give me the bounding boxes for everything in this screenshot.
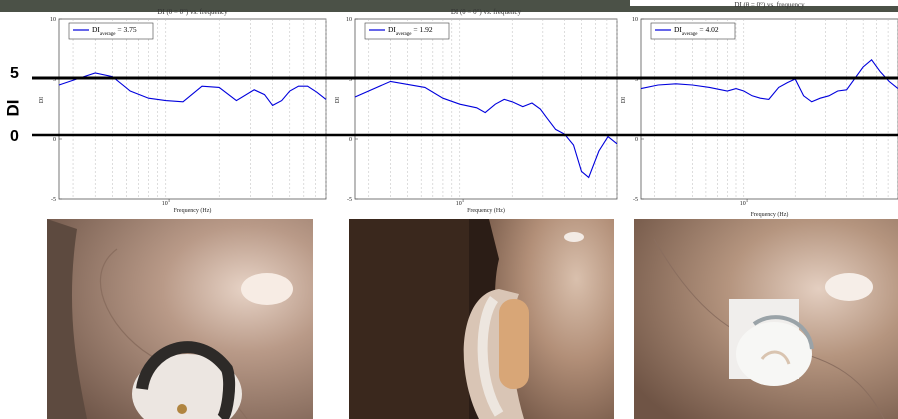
y-tick-label: -5 bbox=[51, 197, 56, 203]
y-tick-label: 0 bbox=[349, 137, 352, 143]
y-tick-label: 10 bbox=[632, 17, 638, 23]
photo-bte-hearing-aid bbox=[47, 219, 313, 419]
x-tick-label: 103 bbox=[740, 198, 748, 207]
plot-area bbox=[58, 18, 327, 200]
reference-label-0: 0 bbox=[10, 128, 19, 145]
chart-title: DI (θ = 0°) vs. frequency bbox=[157, 8, 228, 16]
y-tick-label: 10 bbox=[50, 17, 56, 23]
legend-label: DIaverage = 3.75 bbox=[92, 25, 137, 37]
y-tick-label: 0 bbox=[635, 137, 638, 143]
legend-label: DIaverage = 4.02 bbox=[674, 25, 719, 37]
series-line bbox=[354, 80, 618, 179]
photo-ite-hearing-aid bbox=[634, 219, 898, 419]
plot-area bbox=[354, 18, 618, 200]
x-grid bbox=[654, 19, 898, 199]
x-axis-label: Frequency (Hz) bbox=[467, 207, 505, 214]
x-tick-label: 103 bbox=[162, 198, 170, 207]
y-tick-label: 5 bbox=[635, 77, 638, 83]
y-tick-label: -5 bbox=[633, 197, 638, 203]
legend: DIaverage = 1.92 bbox=[364, 22, 450, 40]
y-tick-label: -5 bbox=[347, 197, 352, 203]
y-tick-label: 5 bbox=[53, 77, 56, 83]
di-chart-left: DI (θ = 0°) vs. frequency 10 5 0 -5 DI 103 Freq… bbox=[20, 8, 335, 217]
legend: DIaverage = 4.02 bbox=[650, 22, 736, 40]
slide-top-bar bbox=[0, 0, 898, 12]
y-axis-label: DI bbox=[335, 97, 341, 103]
photo-beige-hearing-aid bbox=[349, 219, 614, 419]
chart-title: DI (θ = 0°) vs. frequency bbox=[451, 8, 522, 16]
di-chart-left-svg: DI (θ = 0°) vs. frequency 10 5 0 -5 DI 103 Freq… bbox=[39, 8, 327, 214]
chart-title: DI (θ = 0°) vs. frequency bbox=[734, 1, 805, 9]
di-chart-right-svg: DI (θ = 0°) vs. frequency 10 5 0 -5 DI 103Freq… bbox=[621, 1, 898, 218]
series-line bbox=[640, 58, 898, 103]
di-chart-middle: DI (θ = 0°) vs. frequency 10 5 0 -5 DI 103 Freq… bbox=[318, 8, 623, 217]
x-grid bbox=[72, 19, 327, 199]
x-tick-label: 103 bbox=[456, 198, 464, 207]
y-tick-label: 10 bbox=[346, 17, 352, 23]
di-chart-right: DI (θ = 0°) vs. frequency 10 5 0 -5 DI 103 Freq… bbox=[608, 1, 898, 224]
di-chart-middle-svg: DI (θ = 0°) vs. frequency 10 5 0 -5 DI 103Freq… bbox=[335, 8, 618, 214]
x-axis-label: Frequency (Hz) bbox=[174, 207, 212, 214]
y-axis-label: DI bbox=[39, 97, 45, 103]
x-grid bbox=[368, 19, 618, 199]
y-tick-label: 5 bbox=[349, 77, 352, 83]
y-axis-label: DI bbox=[621, 97, 627, 103]
plot-area bbox=[640, 18, 898, 200]
x-axis-label: Frequency (Hz) bbox=[751, 211, 789, 218]
legend: DIaverage = 3.75 bbox=[68, 22, 154, 40]
di-axis-label: DI bbox=[3, 99, 23, 117]
legend-label: DIaverage = 1.92 bbox=[388, 25, 433, 37]
reference-label-5: 5 bbox=[10, 65, 19, 82]
y-tick-label: 0 bbox=[53, 137, 56, 143]
